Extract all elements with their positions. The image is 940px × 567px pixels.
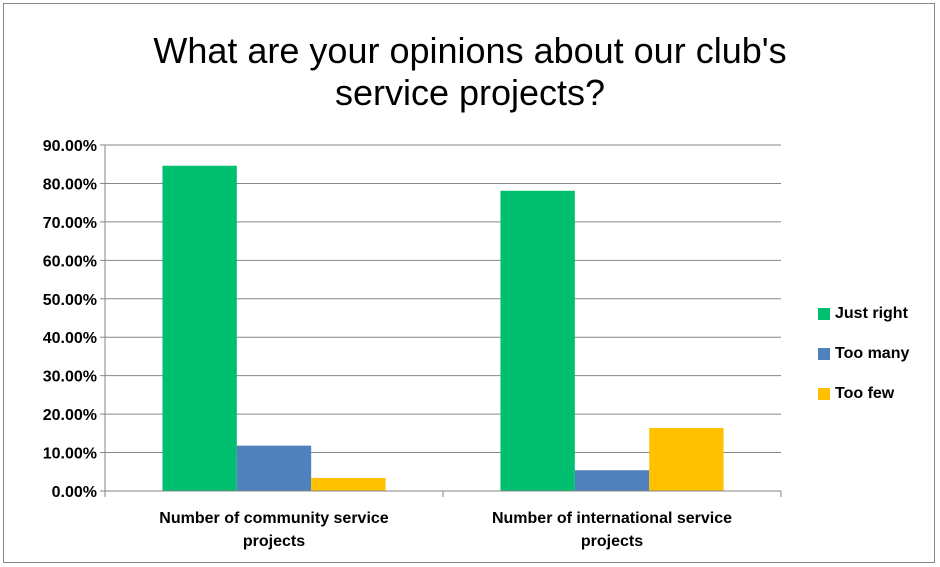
bar [574, 470, 650, 491]
legend-item: Just right [818, 294, 909, 334]
bar [500, 190, 575, 491]
legend-item: Too few [818, 374, 909, 414]
legend-label: Too few [835, 385, 895, 402]
bar [236, 445, 312, 491]
y-tick-label: 90.00% [43, 138, 97, 155]
x-category-label: Number of international service projects [491, 510, 733, 550]
legend-swatch [818, 348, 830, 360]
bar [311, 477, 386, 491]
y-tick-label: 50.00% [43, 292, 97, 309]
x-category-label: Number of community service projects [159, 510, 389, 550]
axes [104, 145, 782, 497]
legend-swatch [818, 308, 830, 320]
y-tick-label: 20.00% [43, 407, 97, 424]
bar [162, 165, 237, 491]
bars [162, 165, 724, 491]
y-axis-ticks: 0.00% 10.00% 20.00% 30.00% 40.00% 50.00% 60.00… [43, 138, 105, 501]
y-tick-label: 10.00% [43, 446, 97, 463]
chart-frame [3, 3, 935, 563]
y-tick-label: 70.00% [43, 215, 97, 232]
y-tick-label: 40.00% [43, 330, 97, 347]
chart-title-text: What are your opinions about our club's … [153, 30, 787, 113]
legend-label: Just right [835, 305, 908, 322]
legend: Just right Too many Too few [818, 294, 909, 414]
bar [649, 427, 724, 491]
legend-swatch [818, 388, 830, 400]
y-tick-label: 0.00% [52, 484, 97, 501]
chart-title: What are your opinions about our club's … [0, 30, 940, 114]
legend-item: Too many [818, 334, 909, 374]
y-tick-label: 60.00% [43, 253, 97, 270]
y-tick-label: 30.00% [43, 369, 97, 386]
legend-label: Too many [835, 345, 910, 362]
y-tick-label: 80.00% [43, 176, 97, 193]
